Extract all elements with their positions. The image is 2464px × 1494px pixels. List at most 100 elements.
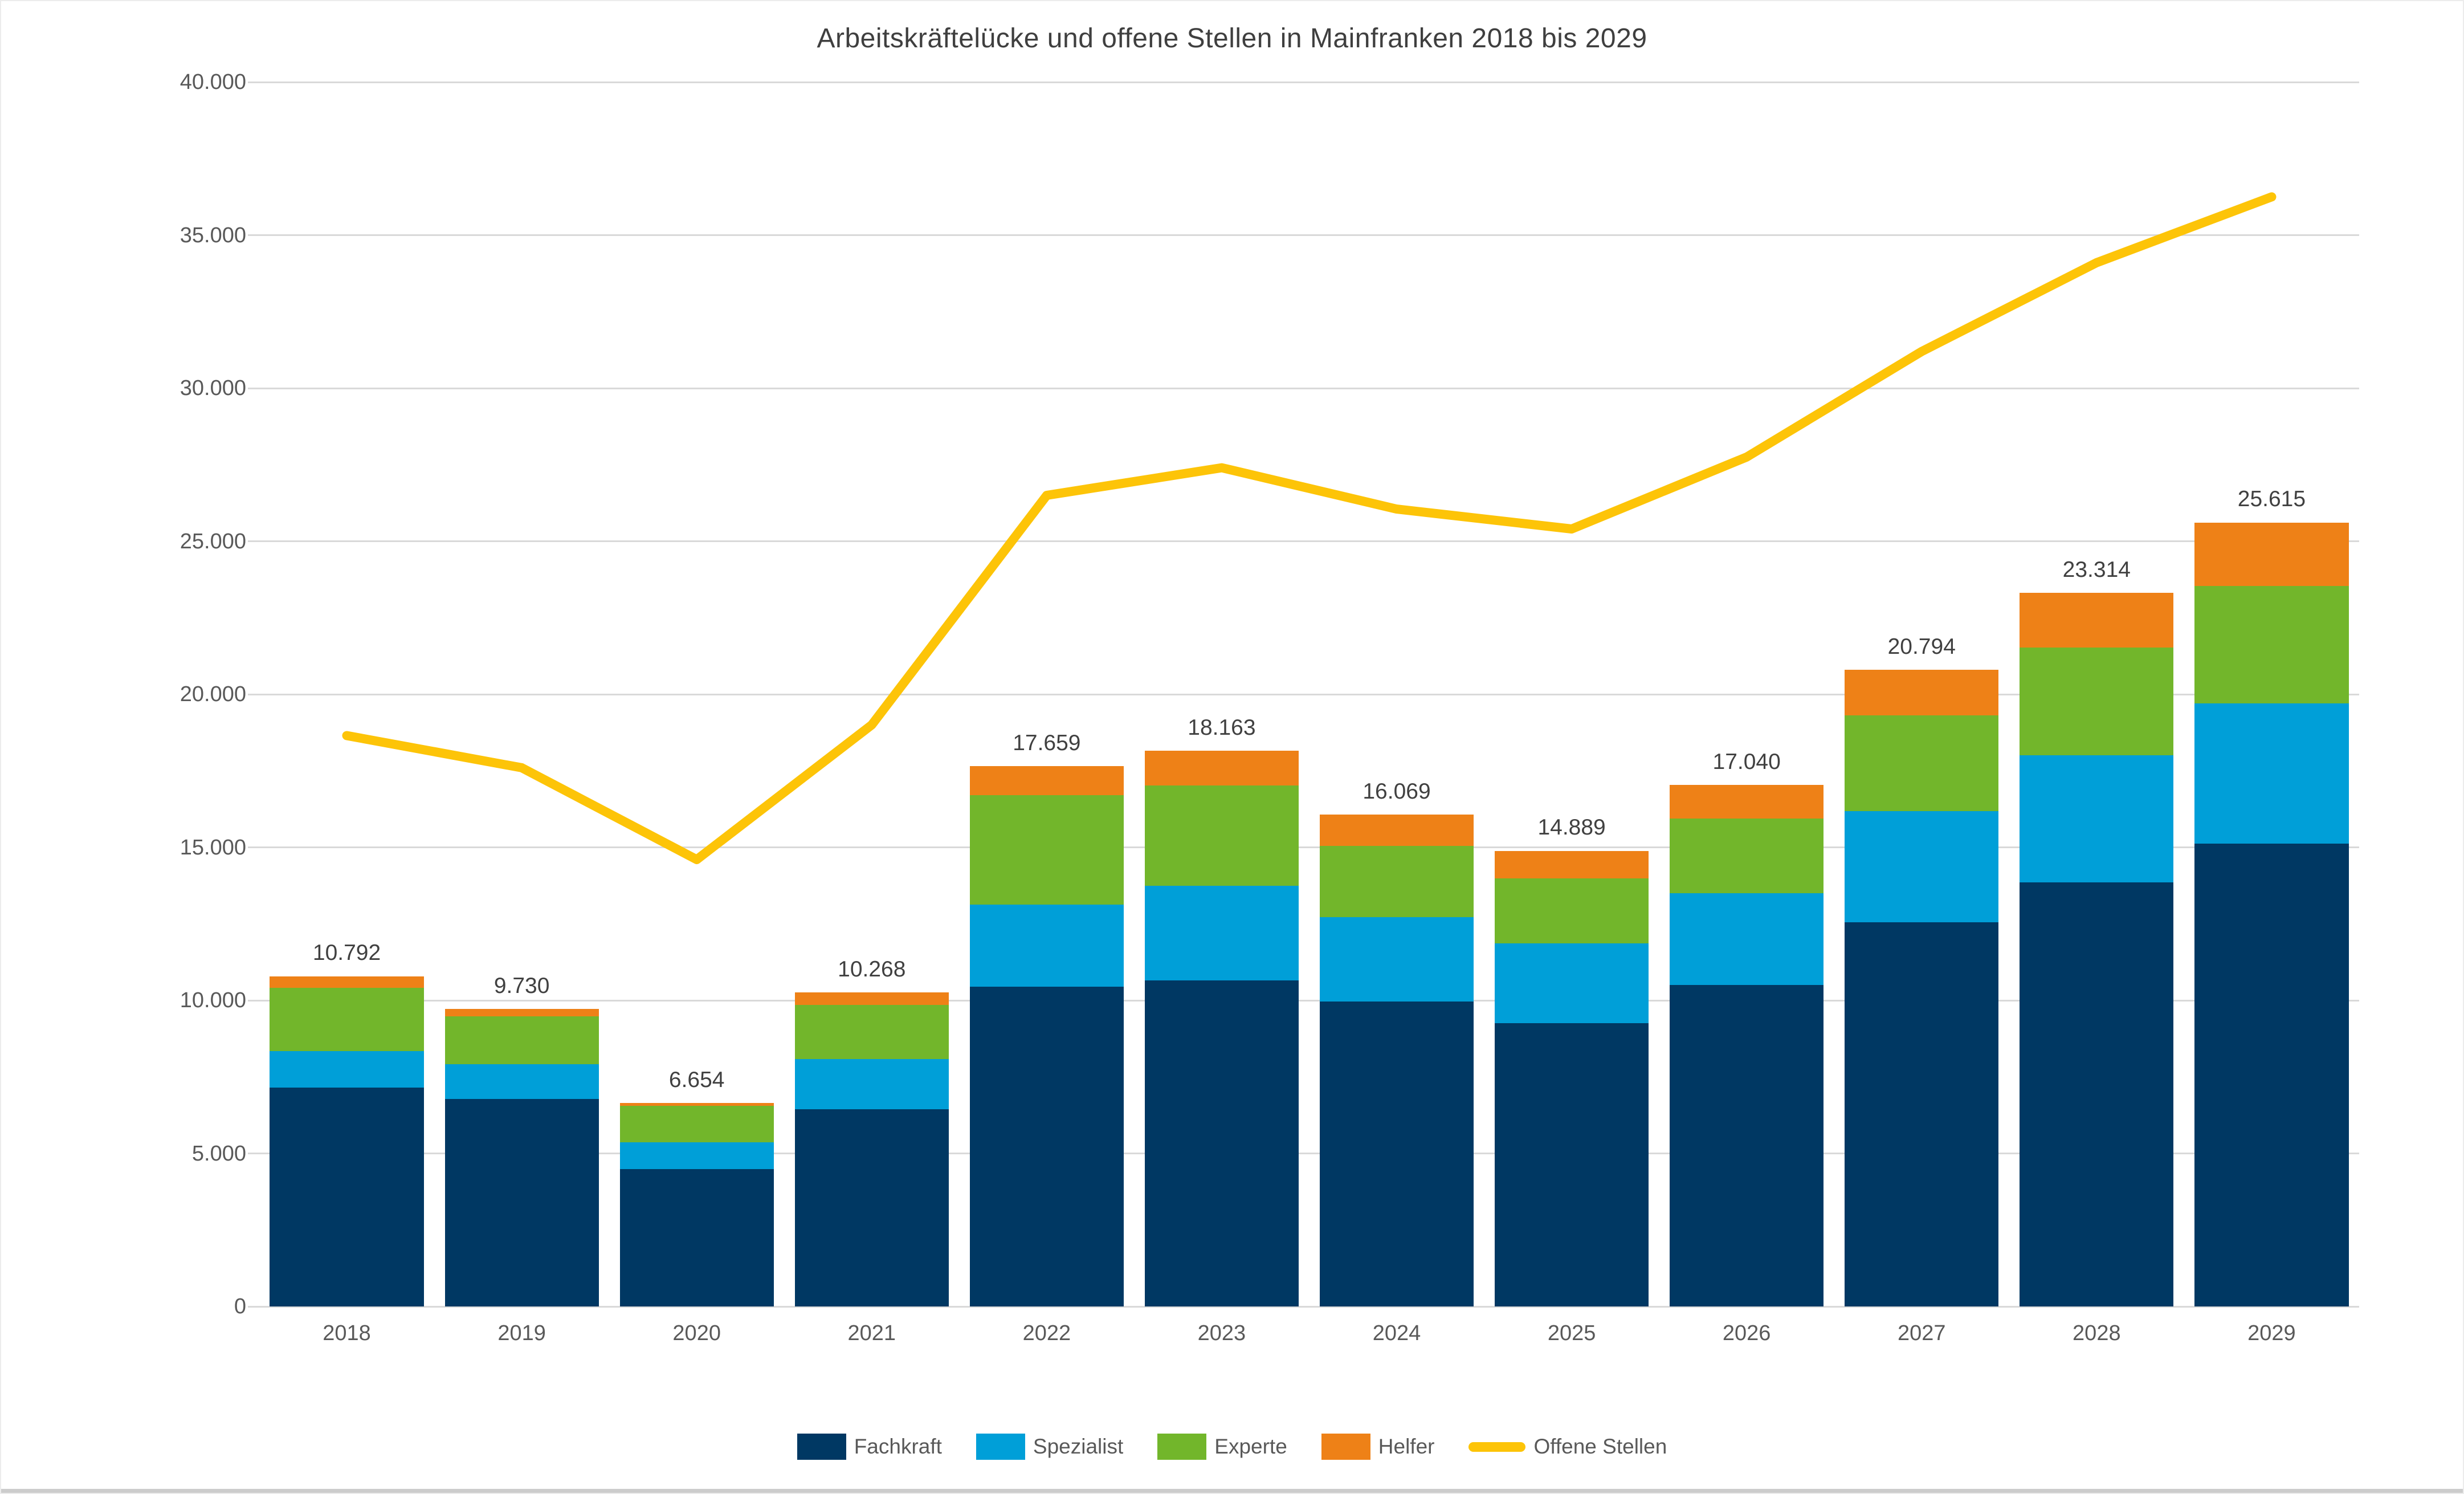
stacked-bar-2027 (1845, 82, 1999, 1306)
bar-segment-spezialist-2020 (619, 1142, 774, 1170)
bar-segment-helfer-2028 (2020, 593, 2174, 648)
y-axis-tick (248, 693, 264, 695)
bar-total-label-2027: 20.794 (1887, 634, 1956, 660)
bar-segment-helfer-2020 (619, 1102, 774, 1106)
stacked-bar-2019 (444, 82, 599, 1306)
bar-segment-helfer-2019 (444, 1008, 599, 1016)
gridline (259, 999, 2359, 1002)
legend-swatch-fachkraft (797, 1434, 846, 1460)
bar-slot-2029: 25.615 (2184, 82, 2359, 1306)
x-axis-label-2025: 2025 (1547, 1321, 1596, 1345)
bar-segment-experte-2018 (270, 988, 424, 1051)
stacked-bar-2026 (1670, 82, 1824, 1306)
x-axis-label-2019: 2019 (497, 1321, 546, 1345)
bar-segment-helfer-2027 (1845, 670, 1999, 715)
y-axis-tick (248, 846, 264, 848)
bar-slot-2022: 17.659 (959, 82, 1134, 1306)
bar-segment-fachkraft-2021 (794, 1109, 949, 1306)
bar-segment-fachkraft-2019 (444, 1099, 599, 1306)
bar-slot-2018: 10.792 (259, 82, 434, 1306)
y-axis-tick (248, 1153, 264, 1154)
gridline (259, 387, 2359, 389)
legend-item-fachkraft: Fachkraft (797, 1434, 942, 1460)
bar-segment-spezialist-2021 (794, 1059, 949, 1110)
legend-swatch-helfer (1321, 1434, 1370, 1460)
bar-segment-experte-2024 (1319, 846, 1474, 917)
gridline (259, 1305, 2359, 1308)
bar-segment-experte-2021 (794, 1005, 949, 1060)
stacked-bar-2018 (270, 82, 424, 1306)
x-axis-label-2029: 2029 (2247, 1321, 2296, 1345)
bar-segment-experte-2026 (1670, 819, 1824, 893)
bar-total-label-2018: 10.792 (312, 941, 381, 966)
gridline (259, 81, 2359, 83)
bars-layer: 10.792 9.730 6.654 10.268 17.659 18.163 16.069… (259, 82, 2359, 1306)
legend-label: Fachkraft (854, 1435, 942, 1458)
bar-total-label-2028: 23.314 (2062, 557, 2131, 583)
gridline (259, 693, 2359, 695)
bar-slot-2028: 23.314 (2009, 82, 2184, 1306)
y-axis-label: 10.000 (180, 988, 246, 1012)
bar-segment-experte-2019 (444, 1016, 599, 1064)
bar-slot-2027: 20.794 (1834, 82, 2009, 1306)
y-axis-label: 25.000 (180, 529, 246, 553)
x-axis-label-2026: 2026 (1722, 1321, 1771, 1345)
legend-swatch-experte (1157, 1434, 1207, 1460)
bar-segment-spezialist-2024 (1319, 917, 1474, 1002)
bar-segment-experte-2027 (1845, 715, 1999, 811)
gridline (259, 846, 2359, 848)
bar-segment-fachkraft-2029 (2194, 843, 2349, 1306)
bar-segment-experte-2022 (969, 795, 1124, 905)
bar-total-label-2026: 17.040 (1712, 749, 1781, 774)
bar-segment-fachkraft-2026 (1670, 985, 1824, 1306)
bar-segment-helfer-2023 (1144, 750, 1299, 786)
x-axis-label-2018: 2018 (323, 1321, 371, 1345)
bar-segment-helfer-2029 (2194, 522, 2349, 587)
bar-total-label-2025: 14.889 (1537, 815, 1606, 840)
x-axis-label-2028: 2028 (2073, 1321, 2121, 1345)
stacked-bar-2029 (2194, 82, 2349, 1306)
bottom-edge-strip (0, 1489, 2464, 1494)
legend-label: Spezialist (1033, 1435, 1124, 1458)
stacked-bar-2022 (969, 82, 1124, 1306)
x-axis-label-2020: 2020 (672, 1321, 721, 1345)
stacked-bar-2020 (619, 82, 774, 1306)
bar-segment-experte-2020 (619, 1105, 774, 1143)
y-axis-tick (248, 234, 264, 236)
bar-slot-2023: 18.163 (1134, 82, 1309, 1306)
legend-label: Offene Stellen (1533, 1435, 1667, 1458)
x-axis-label-2021: 2021 (847, 1321, 896, 1345)
y-axis-label: 30.000 (180, 376, 246, 400)
bar-total-label-2029: 25.615 (2237, 487, 2306, 512)
y-axis-label: 15.000 (180, 835, 246, 860)
bar-total-label-2022: 17.659 (1013, 730, 1081, 755)
line-layer (342, 192, 2277, 864)
y-axis-tick (248, 1305, 264, 1308)
bar-segment-spezialist-2028 (2020, 755, 2174, 883)
legend-swatch-spezialist (976, 1434, 1025, 1460)
bar-segment-fachkraft-2023 (1144, 980, 1299, 1306)
legend: Fachkraft Spezialist Experte Helfer Offene S… (0, 1434, 2464, 1460)
bar-segment-helfer-2024 (1319, 815, 1474, 846)
bar-total-label-2021: 10.268 (838, 956, 906, 982)
bar-segment-fachkraft-2027 (1845, 922, 1999, 1306)
bar-segment-spezialist-2022 (969, 904, 1124, 987)
plot-area: 10.792 9.730 6.654 10.268 17.659 18.163 16.069… (259, 81, 2359, 1308)
legend-line-swatch (1468, 1442, 1526, 1452)
bar-segment-fachkraft-2022 (969, 987, 1124, 1306)
bar-segment-spezialist-2026 (1670, 893, 1824, 986)
y-axis-tick (248, 540, 264, 542)
y-axis-tick (248, 387, 264, 389)
bar-segment-spezialist-2025 (1494, 943, 1649, 1023)
bar-segment-experte-2023 (1144, 785, 1299, 886)
bar-slot-2021: 10.268 (784, 82, 959, 1306)
bar-segment-helfer-2021 (794, 992, 949, 1006)
legend-item-spezialist: Spezialist (976, 1434, 1123, 1460)
bar-segment-experte-2029 (2194, 586, 2349, 704)
bar-slot-2026: 17.040 (1659, 82, 1834, 1306)
bar-slot-2025: 14.889 (1484, 82, 1659, 1306)
bar-segment-fachkraft-2018 (270, 1088, 424, 1306)
gridline (259, 234, 2359, 236)
stacked-bar-2024 (1319, 82, 1474, 1306)
bar-total-label-2023: 18.163 (1188, 715, 1256, 740)
